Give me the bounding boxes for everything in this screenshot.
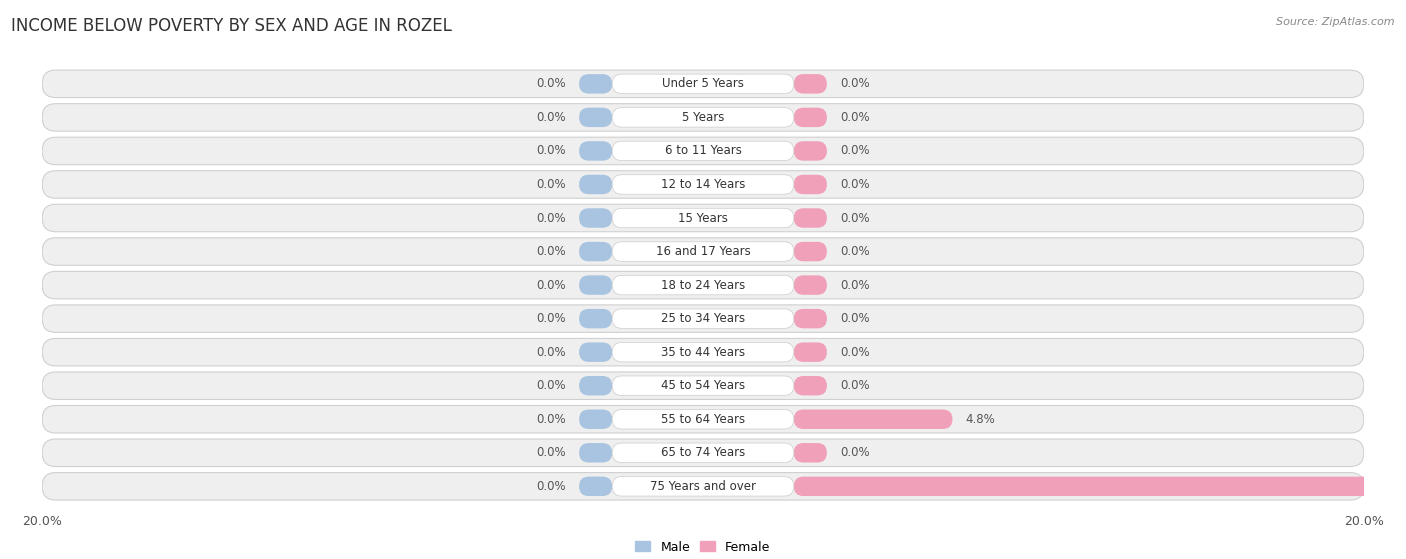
- Text: 45 to 54 Years: 45 to 54 Years: [661, 379, 745, 392]
- FancyBboxPatch shape: [612, 477, 794, 496]
- FancyBboxPatch shape: [42, 103, 1364, 131]
- FancyBboxPatch shape: [579, 376, 612, 395]
- Text: 4.8%: 4.8%: [966, 413, 995, 426]
- FancyBboxPatch shape: [42, 271, 1364, 299]
- FancyBboxPatch shape: [612, 74, 794, 93]
- FancyBboxPatch shape: [579, 443, 612, 462]
- Text: 0.0%: 0.0%: [841, 379, 870, 392]
- FancyBboxPatch shape: [579, 175, 612, 194]
- FancyBboxPatch shape: [612, 410, 794, 429]
- Text: 55 to 64 Years: 55 to 64 Years: [661, 413, 745, 426]
- Text: 0.0%: 0.0%: [841, 144, 870, 158]
- Text: 0.0%: 0.0%: [841, 77, 870, 91]
- Text: 0.0%: 0.0%: [536, 278, 565, 292]
- Text: 18 to 24 Years: 18 to 24 Years: [661, 278, 745, 292]
- FancyBboxPatch shape: [42, 204, 1364, 232]
- FancyBboxPatch shape: [579, 343, 612, 362]
- Text: 0.0%: 0.0%: [841, 278, 870, 292]
- FancyBboxPatch shape: [579, 108, 612, 127]
- Text: Under 5 Years: Under 5 Years: [662, 77, 744, 91]
- FancyBboxPatch shape: [42, 439, 1364, 467]
- FancyBboxPatch shape: [579, 242, 612, 261]
- Text: 0.0%: 0.0%: [536, 413, 565, 426]
- FancyBboxPatch shape: [42, 238, 1364, 266]
- FancyBboxPatch shape: [42, 70, 1364, 98]
- Text: 0.0%: 0.0%: [841, 446, 870, 459]
- Text: 0.0%: 0.0%: [536, 111, 565, 124]
- FancyBboxPatch shape: [794, 410, 952, 429]
- FancyBboxPatch shape: [612, 376, 794, 395]
- FancyBboxPatch shape: [794, 242, 827, 261]
- FancyBboxPatch shape: [612, 343, 794, 362]
- Text: 0.0%: 0.0%: [536, 144, 565, 158]
- Text: INCOME BELOW POVERTY BY SEX AND AGE IN ROZEL: INCOME BELOW POVERTY BY SEX AND AGE IN R…: [11, 17, 453, 35]
- FancyBboxPatch shape: [42, 405, 1364, 433]
- Text: 0.0%: 0.0%: [536, 77, 565, 91]
- Text: 0.0%: 0.0%: [841, 312, 870, 325]
- FancyBboxPatch shape: [612, 276, 794, 295]
- FancyBboxPatch shape: [612, 108, 794, 127]
- Text: Source: ZipAtlas.com: Source: ZipAtlas.com: [1277, 17, 1395, 27]
- Text: 25 to 34 Years: 25 to 34 Years: [661, 312, 745, 325]
- Text: 15 Years: 15 Years: [678, 211, 728, 225]
- Text: 0.0%: 0.0%: [536, 312, 565, 325]
- Text: 0.0%: 0.0%: [536, 178, 565, 191]
- FancyBboxPatch shape: [794, 108, 827, 127]
- FancyBboxPatch shape: [612, 141, 794, 160]
- FancyBboxPatch shape: [612, 242, 794, 261]
- FancyBboxPatch shape: [794, 276, 827, 295]
- FancyBboxPatch shape: [579, 410, 612, 429]
- FancyBboxPatch shape: [794, 343, 827, 362]
- Text: 0.0%: 0.0%: [841, 211, 870, 225]
- Text: 16 and 17 Years: 16 and 17 Years: [655, 245, 751, 258]
- FancyBboxPatch shape: [794, 443, 827, 462]
- FancyBboxPatch shape: [794, 209, 827, 228]
- Text: 35 to 44 Years: 35 to 44 Years: [661, 345, 745, 359]
- FancyBboxPatch shape: [612, 209, 794, 228]
- Text: 65 to 74 Years: 65 to 74 Years: [661, 446, 745, 459]
- FancyBboxPatch shape: [42, 372, 1364, 400]
- Text: 12 to 14 Years: 12 to 14 Years: [661, 178, 745, 191]
- FancyBboxPatch shape: [794, 175, 827, 194]
- Text: 6 to 11 Years: 6 to 11 Years: [665, 144, 741, 158]
- FancyBboxPatch shape: [794, 477, 1406, 496]
- FancyBboxPatch shape: [579, 276, 612, 295]
- FancyBboxPatch shape: [579, 74, 612, 93]
- Text: 0.0%: 0.0%: [536, 211, 565, 225]
- FancyBboxPatch shape: [612, 309, 794, 328]
- Legend: Male, Female: Male, Female: [636, 541, 770, 553]
- FancyBboxPatch shape: [579, 477, 612, 496]
- Text: 0.0%: 0.0%: [536, 245, 565, 258]
- Text: 0.0%: 0.0%: [536, 480, 565, 493]
- Text: 0.0%: 0.0%: [841, 111, 870, 124]
- FancyBboxPatch shape: [794, 309, 827, 328]
- Text: 5 Years: 5 Years: [682, 111, 724, 124]
- FancyBboxPatch shape: [42, 305, 1364, 333]
- FancyBboxPatch shape: [612, 175, 794, 194]
- FancyBboxPatch shape: [42, 137, 1364, 165]
- Text: 0.0%: 0.0%: [536, 345, 565, 359]
- Text: 0.0%: 0.0%: [841, 245, 870, 258]
- Text: 0.0%: 0.0%: [536, 379, 565, 392]
- FancyBboxPatch shape: [794, 141, 827, 160]
- Text: 75 Years and over: 75 Years and over: [650, 480, 756, 493]
- Text: 0.0%: 0.0%: [536, 446, 565, 459]
- FancyBboxPatch shape: [42, 170, 1364, 198]
- Text: 0.0%: 0.0%: [841, 178, 870, 191]
- FancyBboxPatch shape: [42, 472, 1364, 500]
- FancyBboxPatch shape: [794, 376, 827, 395]
- FancyBboxPatch shape: [579, 141, 612, 160]
- FancyBboxPatch shape: [612, 443, 794, 462]
- Text: 0.0%: 0.0%: [841, 345, 870, 359]
- FancyBboxPatch shape: [794, 74, 827, 93]
- FancyBboxPatch shape: [579, 309, 612, 328]
- FancyBboxPatch shape: [579, 209, 612, 228]
- FancyBboxPatch shape: [42, 338, 1364, 366]
